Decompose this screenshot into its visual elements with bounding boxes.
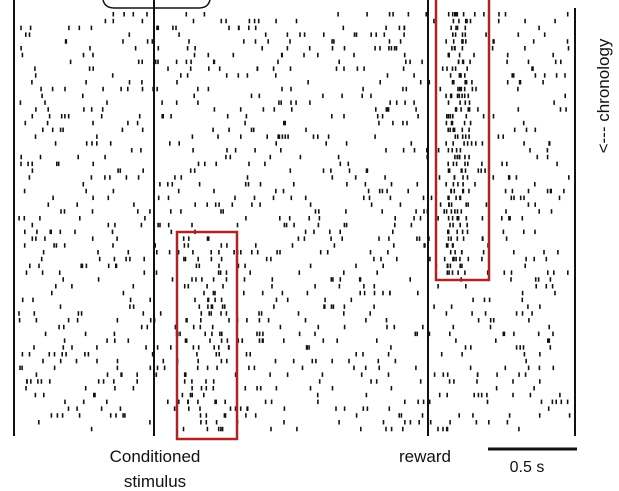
- chronology-label: <--- chronology: [594, 38, 613, 153]
- scale-bar-label: 0.5 s: [510, 459, 545, 476]
- stimulus-highlight: [175, 230, 239, 441]
- reward-label: reward: [399, 447, 451, 466]
- spike-raster: [18, 12, 571, 432]
- stimulus-label-line2: stimulus: [124, 472, 186, 491]
- stimulus-label-line1: Conditioned: [110, 447, 201, 466]
- reward-highlight: [434, 0, 491, 282]
- top-bracket: [102, 0, 211, 9]
